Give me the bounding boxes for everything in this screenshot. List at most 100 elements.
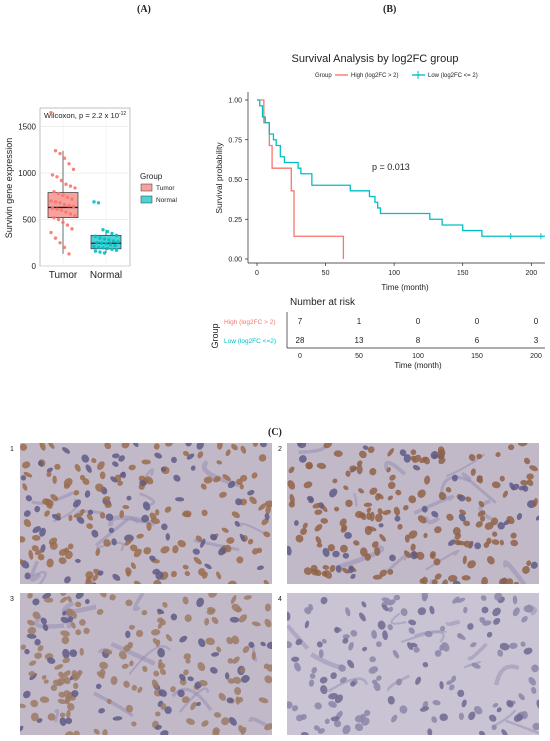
cell-nucleus <box>26 633 37 639</box>
cell-nucleus <box>387 695 395 705</box>
cell-nucleus <box>491 539 500 545</box>
cell-nucleus <box>410 551 418 560</box>
cell-nucleus <box>408 619 417 626</box>
cell-nucleus <box>73 490 80 496</box>
cell-nucleus <box>332 478 338 484</box>
legend-tumor-swatch <box>140 183 153 192</box>
cell-nucleus <box>84 490 91 498</box>
stroma-fiber <box>34 614 65 629</box>
panel-b-label: (B) <box>383 4 397 15</box>
cell-nucleus <box>264 723 272 731</box>
cell-nucleus <box>230 595 237 604</box>
cell-nucleus <box>39 696 50 703</box>
cell-nucleus <box>205 637 215 646</box>
cell-nucleus <box>39 527 46 537</box>
cell-nucleus <box>295 534 304 543</box>
data-point-tumor <box>56 217 61 222</box>
stroma-fiber <box>463 661 481 669</box>
cell-nucleus <box>342 634 350 639</box>
cell-nucleus <box>46 471 52 478</box>
cell-nucleus <box>348 565 355 574</box>
cell-nucleus <box>521 616 528 623</box>
cell-nucleus <box>369 487 378 495</box>
cell-nucleus <box>486 631 493 638</box>
risk-table-y-label: Group <box>210 323 220 348</box>
cell-nucleus <box>155 711 161 717</box>
boxplot-y-axis-label: Survivin gene expression <box>4 138 14 239</box>
cell-nucleus <box>32 526 41 534</box>
cell-nucleus <box>23 471 33 478</box>
cell-nucleus <box>461 699 467 708</box>
survival-y-tick-label: 0.50 <box>228 177 242 184</box>
cell-nucleus <box>452 596 460 604</box>
data-point-normal <box>114 248 119 252</box>
cell-nucleus <box>343 485 349 491</box>
cell-nucleus <box>231 635 240 645</box>
cell-nucleus <box>403 454 412 463</box>
cell-nucleus <box>465 496 472 502</box>
cell-nucleus <box>102 496 111 502</box>
stroma-fiber <box>29 560 42 582</box>
cell-nucleus <box>91 457 97 464</box>
cell-nucleus <box>158 689 168 697</box>
data-point-normal <box>93 249 98 253</box>
cell-nucleus <box>458 712 464 720</box>
cell-nucleus <box>350 681 356 687</box>
cell-nucleus <box>240 675 250 683</box>
data-point-normal <box>111 239 116 243</box>
cell-nucleus <box>422 662 429 668</box>
cell-nucleus <box>123 680 130 688</box>
cell-nucleus <box>266 664 272 672</box>
boxplot-x-tick-label: Tumor <box>49 270 78 281</box>
data-point-tumor <box>55 207 59 212</box>
cell-nucleus <box>470 468 476 476</box>
cell-nucleus <box>362 445 369 450</box>
risk-table-title: Number at risk <box>290 297 356 308</box>
risk-value: 8 <box>416 336 421 345</box>
data-point-tumor <box>49 110 53 115</box>
cell-nucleus <box>200 538 206 548</box>
cell-nucleus <box>356 464 363 475</box>
stroma-fiber <box>96 541 125 552</box>
cell-nucleus <box>135 629 144 638</box>
cell-nucleus <box>85 464 92 473</box>
cell-nucleus <box>36 718 43 723</box>
cell-nucleus <box>216 571 222 580</box>
cell-nucleus <box>339 518 347 527</box>
cell-nucleus <box>44 510 50 517</box>
cell-nucleus <box>91 529 99 538</box>
micrograph-1-number: 1 <box>10 446 14 453</box>
cell-nucleus <box>79 647 84 656</box>
cell-nucleus <box>185 718 195 725</box>
cell-nucleus <box>97 570 104 576</box>
cell-nucleus <box>499 475 505 482</box>
cell-nucleus <box>112 716 123 721</box>
cell-nucleus <box>239 484 244 490</box>
data-point-normal <box>102 251 107 255</box>
cell-nucleus <box>303 481 313 489</box>
cell-nucleus <box>142 665 148 673</box>
cell-nucleus <box>311 569 318 576</box>
cell-nucleus <box>87 509 94 516</box>
cell-nucleus <box>209 533 218 541</box>
cell-nucleus <box>197 662 206 672</box>
cell-nucleus <box>363 502 373 507</box>
cell-nucleus <box>530 561 538 569</box>
cell-nucleus <box>213 476 221 483</box>
cell-nucleus <box>291 656 300 662</box>
cell-nucleus <box>92 574 99 582</box>
cell-nucleus <box>342 552 350 559</box>
cell-nucleus <box>289 494 295 504</box>
cell-nucleus <box>434 526 442 534</box>
cell-nucleus <box>347 659 355 669</box>
cell-nucleus <box>429 605 435 615</box>
cell-nucleus <box>132 443 139 448</box>
cell-nucleus <box>74 601 82 608</box>
cell-nucleus <box>492 607 501 617</box>
cell-nucleus <box>300 731 309 735</box>
cell-nucleus <box>251 472 258 479</box>
cell-nucleus <box>171 456 177 464</box>
cell-nucleus <box>417 515 427 524</box>
cell-nucleus <box>501 729 508 735</box>
risk-table-x-axis: 0 50 100 150 200 <box>298 353 542 360</box>
